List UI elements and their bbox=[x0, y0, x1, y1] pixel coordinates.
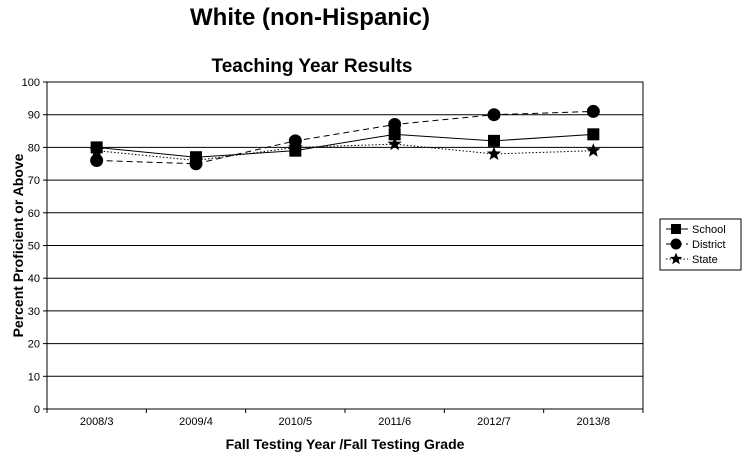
series-line-state bbox=[96, 143, 594, 161]
x-tick-label: 2010/5 bbox=[279, 416, 313, 428]
y-tick-label: 10 bbox=[28, 371, 40, 383]
chart-title: Teaching Year Results bbox=[212, 56, 413, 77]
y-tick-label: 50 bbox=[28, 241, 40, 253]
data-point-state bbox=[188, 152, 204, 167]
data-point-district bbox=[90, 153, 104, 167]
series-line-school bbox=[96, 133, 594, 158]
series-state bbox=[89, 136, 601, 167]
legend-label-district: District bbox=[692, 239, 726, 251]
y-tick-label: 80 bbox=[28, 142, 40, 154]
data-point-state bbox=[486, 146, 502, 161]
y-tick-label: 0 bbox=[34, 404, 40, 416]
x-axis-ticks: 2008/3 2009/4 2010/5 2011/6 2012/7 2013/8 bbox=[46, 409, 644, 428]
legend-item-school: School bbox=[666, 224, 726, 236]
data-point-school bbox=[388, 128, 401, 141]
y-tick-label: 60 bbox=[28, 208, 40, 220]
legend: School District State bbox=[659, 218, 742, 271]
x-tick-label: 2008/3 bbox=[80, 416, 114, 428]
x-tick-label: 2012/7 bbox=[477, 416, 511, 428]
series-school bbox=[90, 128, 600, 164]
legend-item-district: District bbox=[666, 238, 726, 251]
y-axis-ticks: 0 10 20 30 40 50 60 70 80 90 100 bbox=[22, 77, 47, 416]
y-tick-label: 40 bbox=[28, 273, 40, 285]
series-line-district bbox=[96, 110, 594, 165]
x-tick-label: 2011/6 bbox=[378, 416, 411, 428]
legend-marker-district bbox=[670, 238, 682, 250]
y-tick-label: 70 bbox=[28, 175, 40, 187]
data-point-state bbox=[387, 136, 402, 151]
legend-label-school: School bbox=[692, 224, 726, 236]
legend-item-state: State bbox=[666, 252, 718, 266]
legend-marker-school bbox=[671, 224, 681, 234]
y-tick-label: 90 bbox=[28, 110, 40, 122]
data-point-school bbox=[587, 128, 600, 141]
x-axis-label: Fall Testing Year /Fall Testing Grade bbox=[226, 436, 465, 452]
y-axis-label: Percent Proficient or Above bbox=[10, 153, 26, 337]
legend-label-state: State bbox=[692, 254, 718, 266]
data-point-school bbox=[488, 134, 500, 147]
y-tick-label: 30 bbox=[28, 306, 40, 318]
page-title: White (non-Hispanic) bbox=[190, 4, 430, 31]
data-point-state bbox=[89, 143, 104, 157]
grid-lines bbox=[47, 81, 643, 410]
data-point-district bbox=[487, 108, 501, 122]
x-tick-label: 2013/8 bbox=[577, 416, 611, 428]
data-point-state bbox=[586, 143, 601, 157]
data-point-state bbox=[288, 139, 303, 154]
data-point-district bbox=[388, 118, 402, 132]
legend-marker-state bbox=[669, 252, 683, 265]
data-point-district bbox=[586, 104, 600, 118]
y-tick-label: 100 bbox=[22, 77, 40, 89]
y-tick-label: 20 bbox=[28, 339, 40, 351]
x-tick-label: 2009/4 bbox=[179, 416, 213, 428]
series-group bbox=[89, 104, 601, 171]
